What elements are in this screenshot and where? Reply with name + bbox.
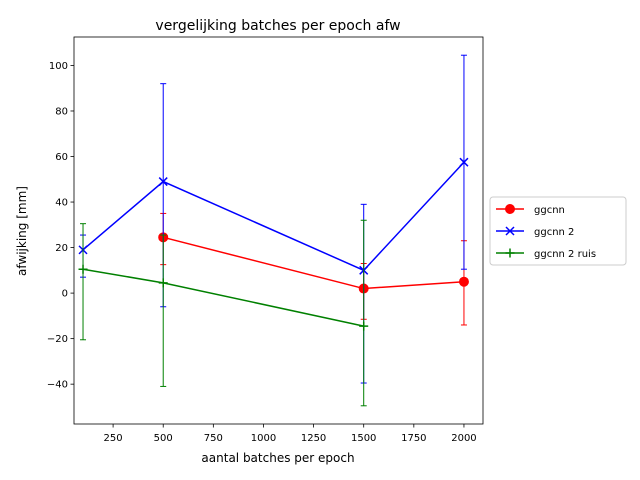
legend: ggcnn ggcnn 2 ggcnn 2 ruis (489, 196, 627, 266)
legend-marker (505, 226, 515, 236)
x-tick-label: 1500 (351, 433, 376, 444)
legend-entry-label: ggcnn 2 ruis (534, 249, 596, 260)
x-tick-label: 1250 (301, 433, 326, 444)
y-tick-label: 60 (55, 152, 68, 163)
data-point (359, 321, 369, 331)
x-tick-label: 750 (204, 433, 223, 444)
legend-marker (505, 248, 515, 258)
data-point (158, 177, 168, 187)
y-tick-label: 40 (55, 198, 68, 209)
axes-frame (73, 36, 484, 425)
y-tick-label: 80 (55, 106, 68, 117)
legend-entry-label: ggcnn 2 (534, 227, 574, 238)
data-point (158, 278, 168, 288)
y-tick-label: 100 (49, 61, 68, 72)
chart-title: vergelijking batches per epoch afw (155, 18, 400, 34)
x-tick-label: 1000 (251, 433, 276, 444)
x-tick-label: 250 (104, 433, 123, 444)
y-tick-label: 0 (62, 289, 68, 300)
data-point (78, 264, 88, 274)
x-tick-label: 500 (154, 433, 173, 444)
series-ggcnn-2-ruis (78, 219, 369, 407)
series-line (82, 161, 465, 272)
y-tick-label: −20 (47, 334, 68, 345)
legend-marker (505, 204, 515, 214)
y-axis-label: afwijking [mm] (15, 186, 29, 276)
plot-area: 250 500 750 1000 1250 1500 1750 2000 −40 −20 0 20 40… (47, 36, 484, 444)
x-axis-label: aantal batches per epoch (201, 451, 354, 465)
legend-box (489, 196, 627, 266)
series-ggcnn (158, 212, 469, 326)
y-tick-label: −40 (47, 380, 68, 391)
x-tick-label: 2000 (451, 433, 476, 444)
data-point (458, 276, 469, 287)
data-point (459, 157, 469, 167)
x-tick-label: 1750 (401, 433, 426, 444)
legend-entry-label: ggcnn (534, 205, 565, 216)
series-line (163, 236, 465, 290)
series-ggcnn-2 (78, 54, 469, 384)
y-tick-label: 20 (55, 243, 68, 254)
